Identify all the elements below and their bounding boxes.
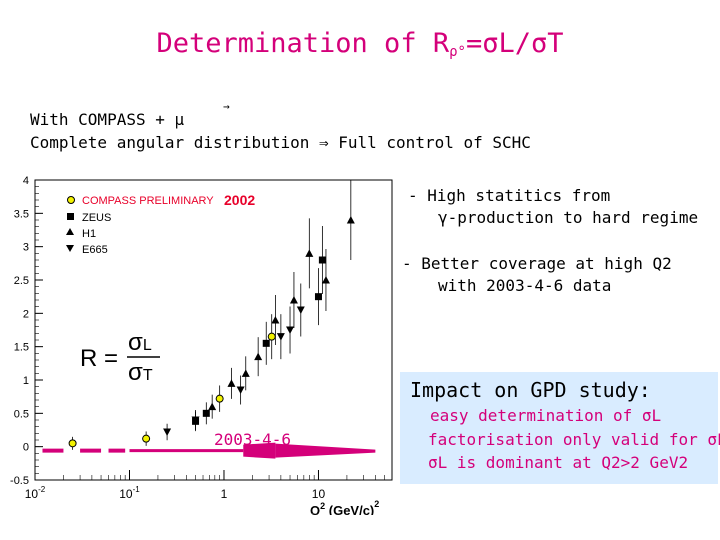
legend-marker-zeus <box>67 213 74 220</box>
bullet-statistics: - High statitics from γ-production to ha… <box>408 185 698 229</box>
legend-header-year: 2002 <box>224 192 255 208</box>
legend-marker-h1 <box>66 228 74 235</box>
legend-entry-zeus: ZEUS <box>82 212 111 224</box>
legend-marker-compass <box>67 196 75 204</box>
formula-text: R = σL / σT <box>80 381 85 383</box>
impact-item-1: easy determination of σL <box>430 406 662 425</box>
point-h1 <box>241 369 250 377</box>
point-h1 <box>271 316 280 324</box>
y-tick-label: 3.5 <box>14 208 29 220</box>
point-compass <box>215 394 224 403</box>
point-e665 <box>191 416 200 424</box>
y-tick-label: 2.5 <box>14 275 29 287</box>
point-e665 <box>296 306 305 314</box>
projection-label: 2003-4-6 <box>214 430 291 449</box>
point-e665 <box>276 333 285 341</box>
chart-legend: COMPASS PRELIMINARY 2002 ZEUS H1 E665 <box>66 192 255 256</box>
legend-marker-e665 <box>66 245 74 252</box>
formula-numerator: σL <box>128 329 152 356</box>
projection-band <box>42 442 376 459</box>
point-h1 <box>227 379 236 387</box>
y-tick-label: 1.5 <box>14 342 29 354</box>
point-h1 <box>254 352 263 361</box>
point-zeus <box>314 293 322 301</box>
intro-line-1-text: With COMPASS + μ <box>30 110 185 129</box>
x-tick-label: 10-1 <box>119 485 140 501</box>
x-axis-label-text: Q2 (GeV/c)2 <box>310 513 317 515</box>
projection-block <box>243 442 276 459</box>
ratio-formula: R = σL σT R = σL / σT <box>80 329 160 386</box>
formula-lhs: R = <box>80 345 118 372</box>
page-title: Determination of Rρ°=σL/σT <box>0 28 720 60</box>
point-compass <box>267 332 276 341</box>
point-zeus <box>202 409 210 417</box>
intro-line-2: Complete angular distribution ⇒ Full con… <box>30 133 531 152</box>
impact-item-2: factorisation only valid for σL <box>428 430 720 449</box>
y-tick-label: 2 <box>23 308 29 320</box>
title-subscript: ρ° <box>449 44 466 60</box>
title-prefix: Determination of R <box>156 28 450 59</box>
y-tick-label: 0 <box>23 442 29 454</box>
point-h1 <box>305 249 314 257</box>
x-tick-label: 10 <box>312 487 326 501</box>
title-suffix: =σL/σT <box>465 28 564 59</box>
vector-arrow-icon: → <box>223 100 230 113</box>
legend-header: COMPASS PRELIMINARY <box>82 195 214 207</box>
x-tick-label: 1 <box>221 487 228 501</box>
point-e665 <box>286 326 295 334</box>
legend-entry-h1: H1 <box>82 228 96 240</box>
y-tick-label: 0.5 <box>14 408 29 420</box>
x-axis-label: Q2 (GeV/c)2 <box>310 499 379 515</box>
impact-heading: Impact on GPD study: <box>410 378 651 402</box>
point-h1 <box>208 402 217 411</box>
point-zeus <box>262 339 270 347</box>
y-tick-label: 4 <box>23 175 29 187</box>
point-h1 <box>321 276 330 284</box>
impact-item-3: σL is dominant at Q2>2 GeV2 <box>428 453 689 472</box>
x-tick-label: 10-2 <box>25 485 46 501</box>
projection-tail <box>275 443 376 458</box>
y-tick-label: 3 <box>23 242 29 254</box>
chart-axes: -0.5 0 0.5 1 1.5 2 2.5 3 3.5 4 10-2 10-1 1 10 <box>10 175 393 501</box>
legend-entry-e665: E665 <box>82 244 108 256</box>
point-h1 <box>346 216 355 224</box>
plot-frame <box>34 179 393 481</box>
bullet-statistics-line-2: γ-production to hard regime <box>438 208 699 227</box>
formula-denominator: σT <box>128 359 153 386</box>
intro-line-1: → With COMPASS + μ <box>30 101 230 129</box>
y-tick-label: 1 <box>23 375 29 387</box>
point-e665 <box>236 386 245 394</box>
point-zeus <box>318 256 326 264</box>
point-compass <box>142 434 151 443</box>
r-ratio-chart: -0.5 0 0.5 1 1.5 2 2.5 3 3.5 4 10-2 10-1 1 10 COMPASS… <box>10 175 393 515</box>
point-e665 <box>163 428 172 436</box>
impact-box <box>400 372 718 484</box>
data-points <box>68 180 355 450</box>
point-h1 <box>289 296 298 304</box>
point-compass <box>68 439 77 448</box>
bullet-coverage-line-1: - Better coverage at high Q2 <box>402 254 672 273</box>
y-tick-label: -0.5 <box>10 475 29 487</box>
bullet-coverage-line-2: with 2003-4-6 data <box>438 276 612 295</box>
bullet-coverage: - Better coverage at high Q2 with 2003-4… <box>402 253 672 297</box>
bullet-statistics-line-1: - High statitics from <box>408 186 611 205</box>
